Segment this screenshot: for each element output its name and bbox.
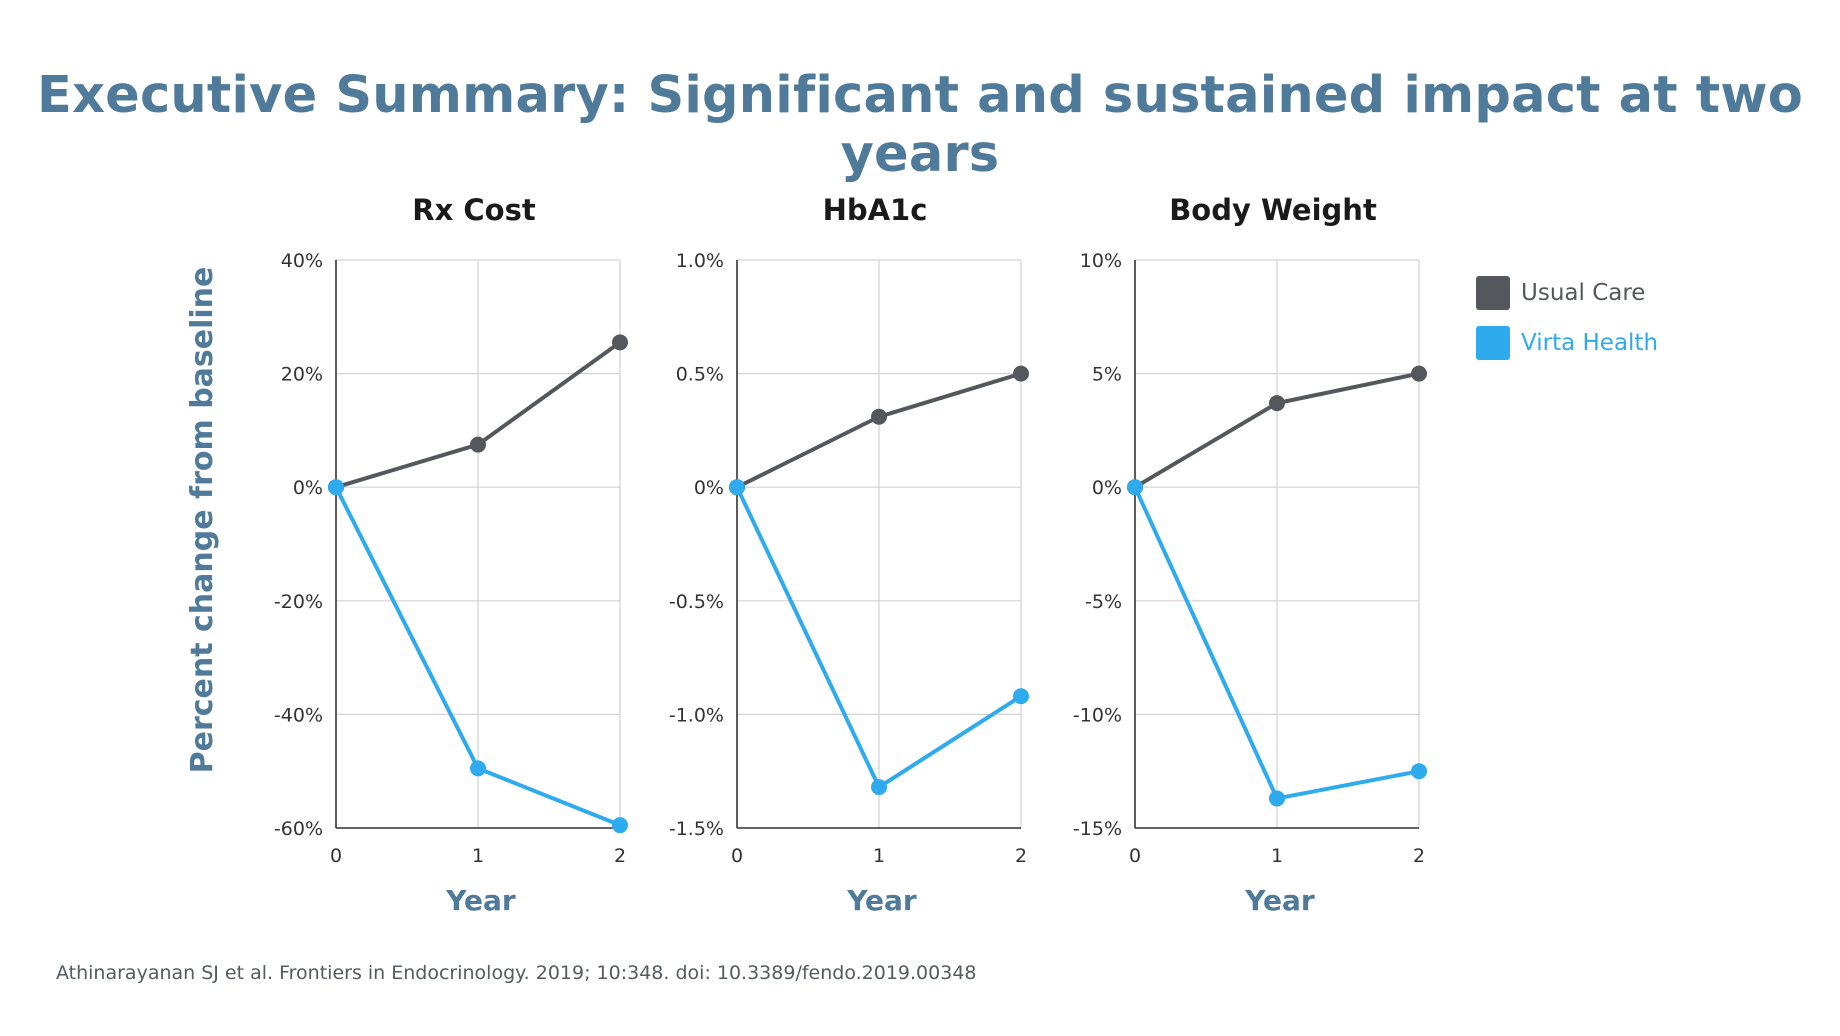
y-tick-label: -5% xyxy=(1085,591,1122,613)
legend-item: Usual Care xyxy=(1476,276,1658,310)
x-axis-label: Year xyxy=(445,884,516,917)
data-point-usual-care xyxy=(612,334,628,351)
y-tick-label: -1.0% xyxy=(669,704,724,726)
x-tick-label: 1 xyxy=(472,845,484,867)
legend-item: Virta Health xyxy=(1476,326,1658,360)
data-point-virta-health xyxy=(1127,479,1143,496)
y-tick-label: -20% xyxy=(274,591,323,613)
data-point-virta-health xyxy=(328,479,344,496)
legend-label: Virta Health xyxy=(1521,330,1659,356)
citation: Athinarayanan SJ et al. Frontiers in End… xyxy=(56,962,977,984)
x-tick-label: 1 xyxy=(1271,845,1283,867)
y-tick-label: 5% xyxy=(1092,364,1122,386)
y-tick-label: -15% xyxy=(1073,818,1122,840)
data-point-virta-health xyxy=(729,479,745,496)
data-point-virta-health xyxy=(470,760,486,777)
y-tick-label: 0% xyxy=(1092,477,1122,499)
x-axis-label: Year xyxy=(846,884,917,917)
x-axis-label: Year xyxy=(1244,884,1315,917)
page-title: Executive Summary: Significant and susta… xyxy=(37,66,1803,184)
x-tick-label: 2 xyxy=(1015,845,1027,867)
legend-swatch xyxy=(1476,276,1510,310)
data-point-virta-health xyxy=(871,779,887,796)
y-tick-label: 0.5% xyxy=(676,364,724,386)
data-point-usual-care xyxy=(1411,365,1427,382)
data-point-usual-care xyxy=(470,436,486,453)
y-tick-label: 0% xyxy=(694,477,724,499)
data-point-usual-care xyxy=(871,408,887,425)
y-tick-label: 0% xyxy=(293,477,323,499)
y-tick-label: 40% xyxy=(281,250,323,272)
y-tick-label: -0.5% xyxy=(669,591,724,613)
chart-title: Body Weight xyxy=(1169,193,1377,227)
data-point-virta-health xyxy=(1411,763,1427,780)
y-tick-label: 1.0% xyxy=(676,250,724,272)
data-point-usual-care xyxy=(1013,365,1029,382)
y-tick-label: -10% xyxy=(1073,704,1122,726)
data-point-usual-care xyxy=(1269,395,1285,412)
x-tick-label: 0 xyxy=(1129,845,1141,867)
legend-swatch xyxy=(1476,326,1510,360)
x-tick-label: 1 xyxy=(873,845,885,867)
y-tick-label: 10% xyxy=(1080,250,1122,272)
chart-title: HbA1c xyxy=(823,193,928,227)
y-tick-label: -60% xyxy=(274,818,323,840)
y-axis-label: Percent change from baseline xyxy=(185,267,220,774)
x-tick-label: 2 xyxy=(1413,845,1425,867)
y-tick-label: -1.5% xyxy=(669,818,724,840)
legend: Usual Care Virta Health xyxy=(1476,276,1658,376)
x-tick-label: 0 xyxy=(330,845,342,867)
legend-label: Usual Care xyxy=(1521,280,1646,306)
data-point-virta-health xyxy=(1013,688,1029,705)
x-tick-label: 2 xyxy=(614,845,626,867)
data-point-virta-health xyxy=(1269,790,1285,807)
y-tick-label: -40% xyxy=(274,704,323,726)
x-tick-label: 0 xyxy=(731,845,743,867)
y-tick-label: 20% xyxy=(281,364,323,386)
chart-title: Rx Cost xyxy=(412,193,536,227)
data-point-virta-health xyxy=(612,817,628,834)
